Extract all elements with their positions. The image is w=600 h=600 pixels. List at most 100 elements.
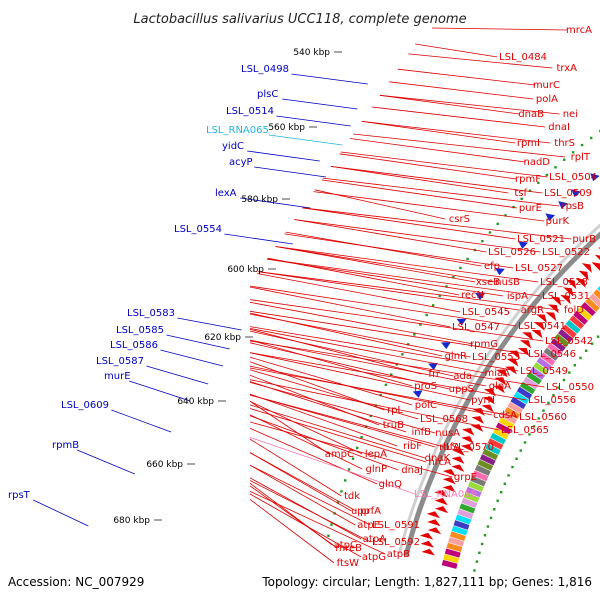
leader-line: [249, 369, 419, 420]
gc-dot: [532, 425, 536, 428]
gene-label: glnQ: [379, 479, 402, 490]
forward-gene-arrow: [495, 369, 508, 378]
gene-label: LSL_0609: [61, 400, 109, 411]
gene-label: atpB: [387, 549, 410, 560]
leader-line: [397, 68, 536, 86]
leader-line: [129, 380, 191, 402]
forward-gene-arrow: [581, 263, 592, 274]
leader-line: [160, 349, 224, 367]
gc-dot: [379, 393, 382, 397]
gene-label: atpG: [362, 552, 386, 563]
gc-dot: [499, 491, 503, 494]
gc-dot: [562, 378, 566, 382]
gene-label: truB: [383, 420, 404, 431]
gene-label: nusB: [495, 277, 520, 288]
leader-line: [111, 409, 172, 433]
gene-label: LSL_0526: [488, 247, 536, 258]
leader-line: [314, 189, 446, 220]
gene-label: LSL_0521: [517, 234, 565, 245]
gc-dot: [401, 353, 404, 356]
gene-label: dnaK: [425, 453, 451, 464]
gene-label: xseB: [476, 277, 500, 288]
gene-label: LSL_0591: [372, 520, 420, 531]
gene-segment: [493, 427, 509, 440]
gene-label: rpmI: [517, 138, 540, 149]
gene-label: pyrH: [471, 395, 495, 406]
gene-label: LSL_0541: [518, 321, 566, 332]
gene-label: tdk: [344, 491, 360, 502]
gene-label: LSL_0553: [472, 352, 520, 363]
gc-dot: [573, 364, 577, 367]
gc-dot: [512, 205, 515, 209]
leader-line: [268, 134, 343, 146]
gene-label: atpA: [363, 534, 386, 545]
leader-line: [249, 394, 445, 448]
forward-gene-arrow: [594, 254, 600, 261]
gene-label: rbfA: [439, 442, 460, 453]
reverse-gene-mark: [441, 342, 451, 350]
gene-label: glnR: [445, 351, 467, 362]
gc-dot: [478, 551, 481, 554]
gene-segment: [569, 315, 585, 330]
leader-line: [249, 367, 518, 418]
forward-gene-arrow: [519, 340, 532, 349]
gene-label: mrcA: [566, 25, 592, 36]
gene-label: argR: [521, 305, 544, 316]
leader-line: [282, 98, 358, 110]
genome-backbone-shadow: [397, 223, 600, 555]
gene-label: LSL_0556: [528, 395, 576, 406]
leader-line: [249, 313, 471, 358]
gene-label: rpmG: [470, 339, 498, 350]
reverse-gene-mark: [571, 189, 581, 198]
gene-label: polC: [415, 400, 437, 411]
gene-segment: [589, 293, 600, 308]
leader-line: [33, 499, 89, 527]
forward-gene-arrow: [481, 404, 494, 413]
forward-gene-arrow: [531, 329, 543, 339]
gc-dot: [547, 401, 550, 405]
gene-label: folD: [564, 305, 584, 316]
forward-gene-arrow: [506, 358, 519, 367]
forward-gene-arrow: [461, 436, 474, 444]
leader-line: [415, 43, 498, 58]
gene-label: LSL_0586: [110, 340, 158, 351]
gene-segment: [465, 486, 482, 498]
gene-label: rpsT: [8, 490, 31, 501]
gc-dot: [407, 343, 410, 346]
genome-rings: [327, 129, 600, 572]
leader-line: [249, 400, 330, 455]
gene-label: LSL_0546: [528, 349, 576, 360]
reverse-gene-mark: [590, 173, 600, 182]
forward-gene-arrow: [419, 532, 434, 540]
forward-gene-arrow: [426, 511, 441, 519]
leader-line: [313, 191, 545, 222]
leader-line: [361, 121, 516, 144]
forward-gene-arrow: [591, 262, 600, 271]
gene-segment: [474, 464, 491, 476]
gene-segment: [487, 438, 504, 450]
gc-dot: [528, 189, 532, 192]
gene-segment: [457, 508, 474, 519]
forward-gene-arrow: [517, 348, 530, 357]
gene-label: LSL_RNA065: [206, 125, 269, 136]
gc-dot: [360, 435, 363, 439]
gene-label: nei: [563, 109, 578, 120]
gc-dot: [519, 449, 522, 452]
gene-label: LSL_0545: [462, 307, 510, 318]
gene-segment: [490, 432, 507, 445]
gene-label: LSL_0560: [519, 412, 567, 423]
gene-label: csrS: [449, 214, 470, 225]
reverse-gene-mark: [475, 292, 486, 301]
gene-label: purB: [572, 234, 596, 245]
gene-segment: [536, 357, 552, 371]
gene-segment: [561, 324, 577, 339]
gc-dot: [520, 197, 523, 201]
leader-line: [249, 408, 427, 463]
gene-label: uppS: [449, 384, 474, 395]
gc-dot: [343, 479, 347, 482]
gc-dot: [563, 158, 566, 161]
gene-label: frr: [428, 369, 440, 380]
gene-segment: [504, 406, 521, 420]
forward-gene-arrow: [550, 296, 562, 306]
leader-line: [249, 301, 474, 345]
